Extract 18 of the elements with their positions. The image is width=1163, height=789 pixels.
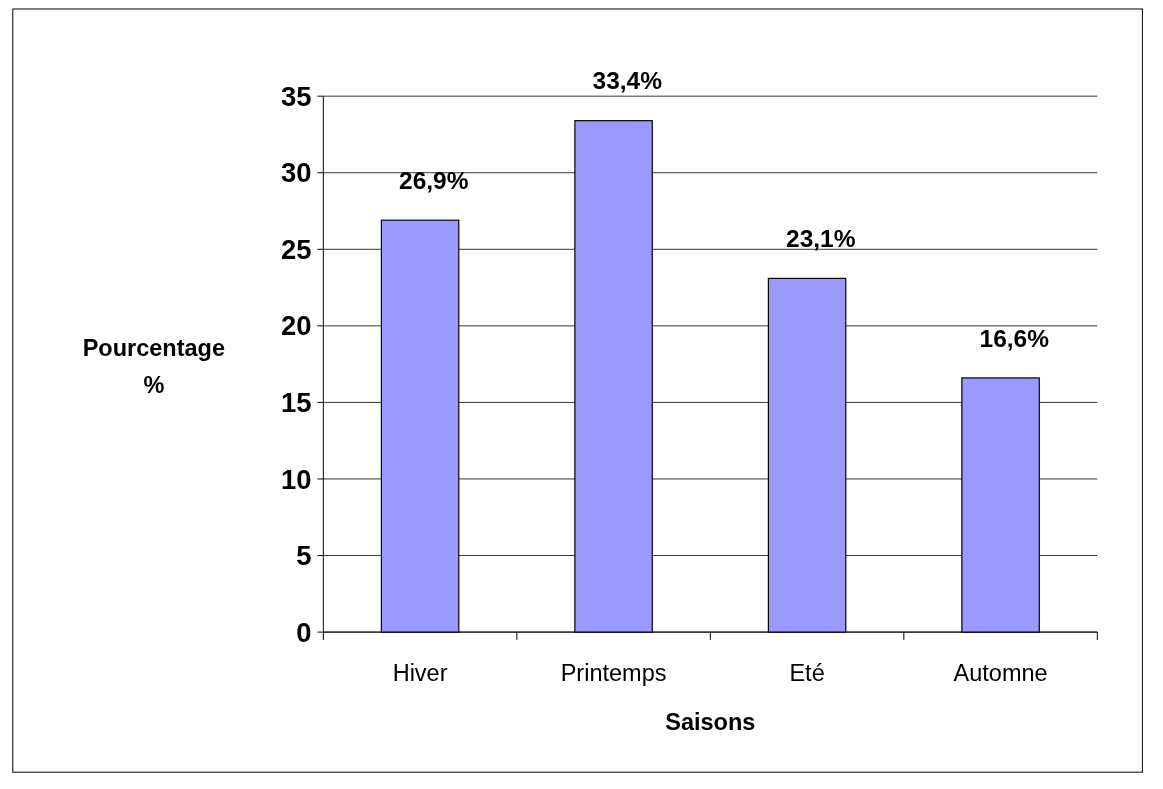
data-label: 16,6% [979, 324, 1050, 352]
y-tick-label: 30 [281, 157, 312, 189]
data-label: 23,1% [786, 225, 856, 253]
y-axis-title: Pourcentage % [82, 334, 226, 399]
y-tick-label: 0 [296, 616, 312, 648]
y-tick-label: 10 [281, 463, 312, 495]
x-axis-title: Saisons [665, 709, 756, 736]
x-tick-label: Automne [953, 660, 1048, 687]
y-tick-label: 20 [281, 310, 312, 342]
y-tick-label: 25 [281, 233, 312, 265]
data-label: 33,4% [592, 67, 663, 95]
data-label: 26,9% [399, 166, 469, 194]
x-tick-label: Eté [789, 660, 825, 687]
y-tick-label: 5 [296, 540, 312, 572]
x-tick-label: Hiver [392, 660, 448, 687]
y-tick-label: 35 [281, 80, 312, 112]
x-tick-label: Printemps [560, 660, 667, 687]
y-tick-label: 15 [281, 387, 312, 419]
